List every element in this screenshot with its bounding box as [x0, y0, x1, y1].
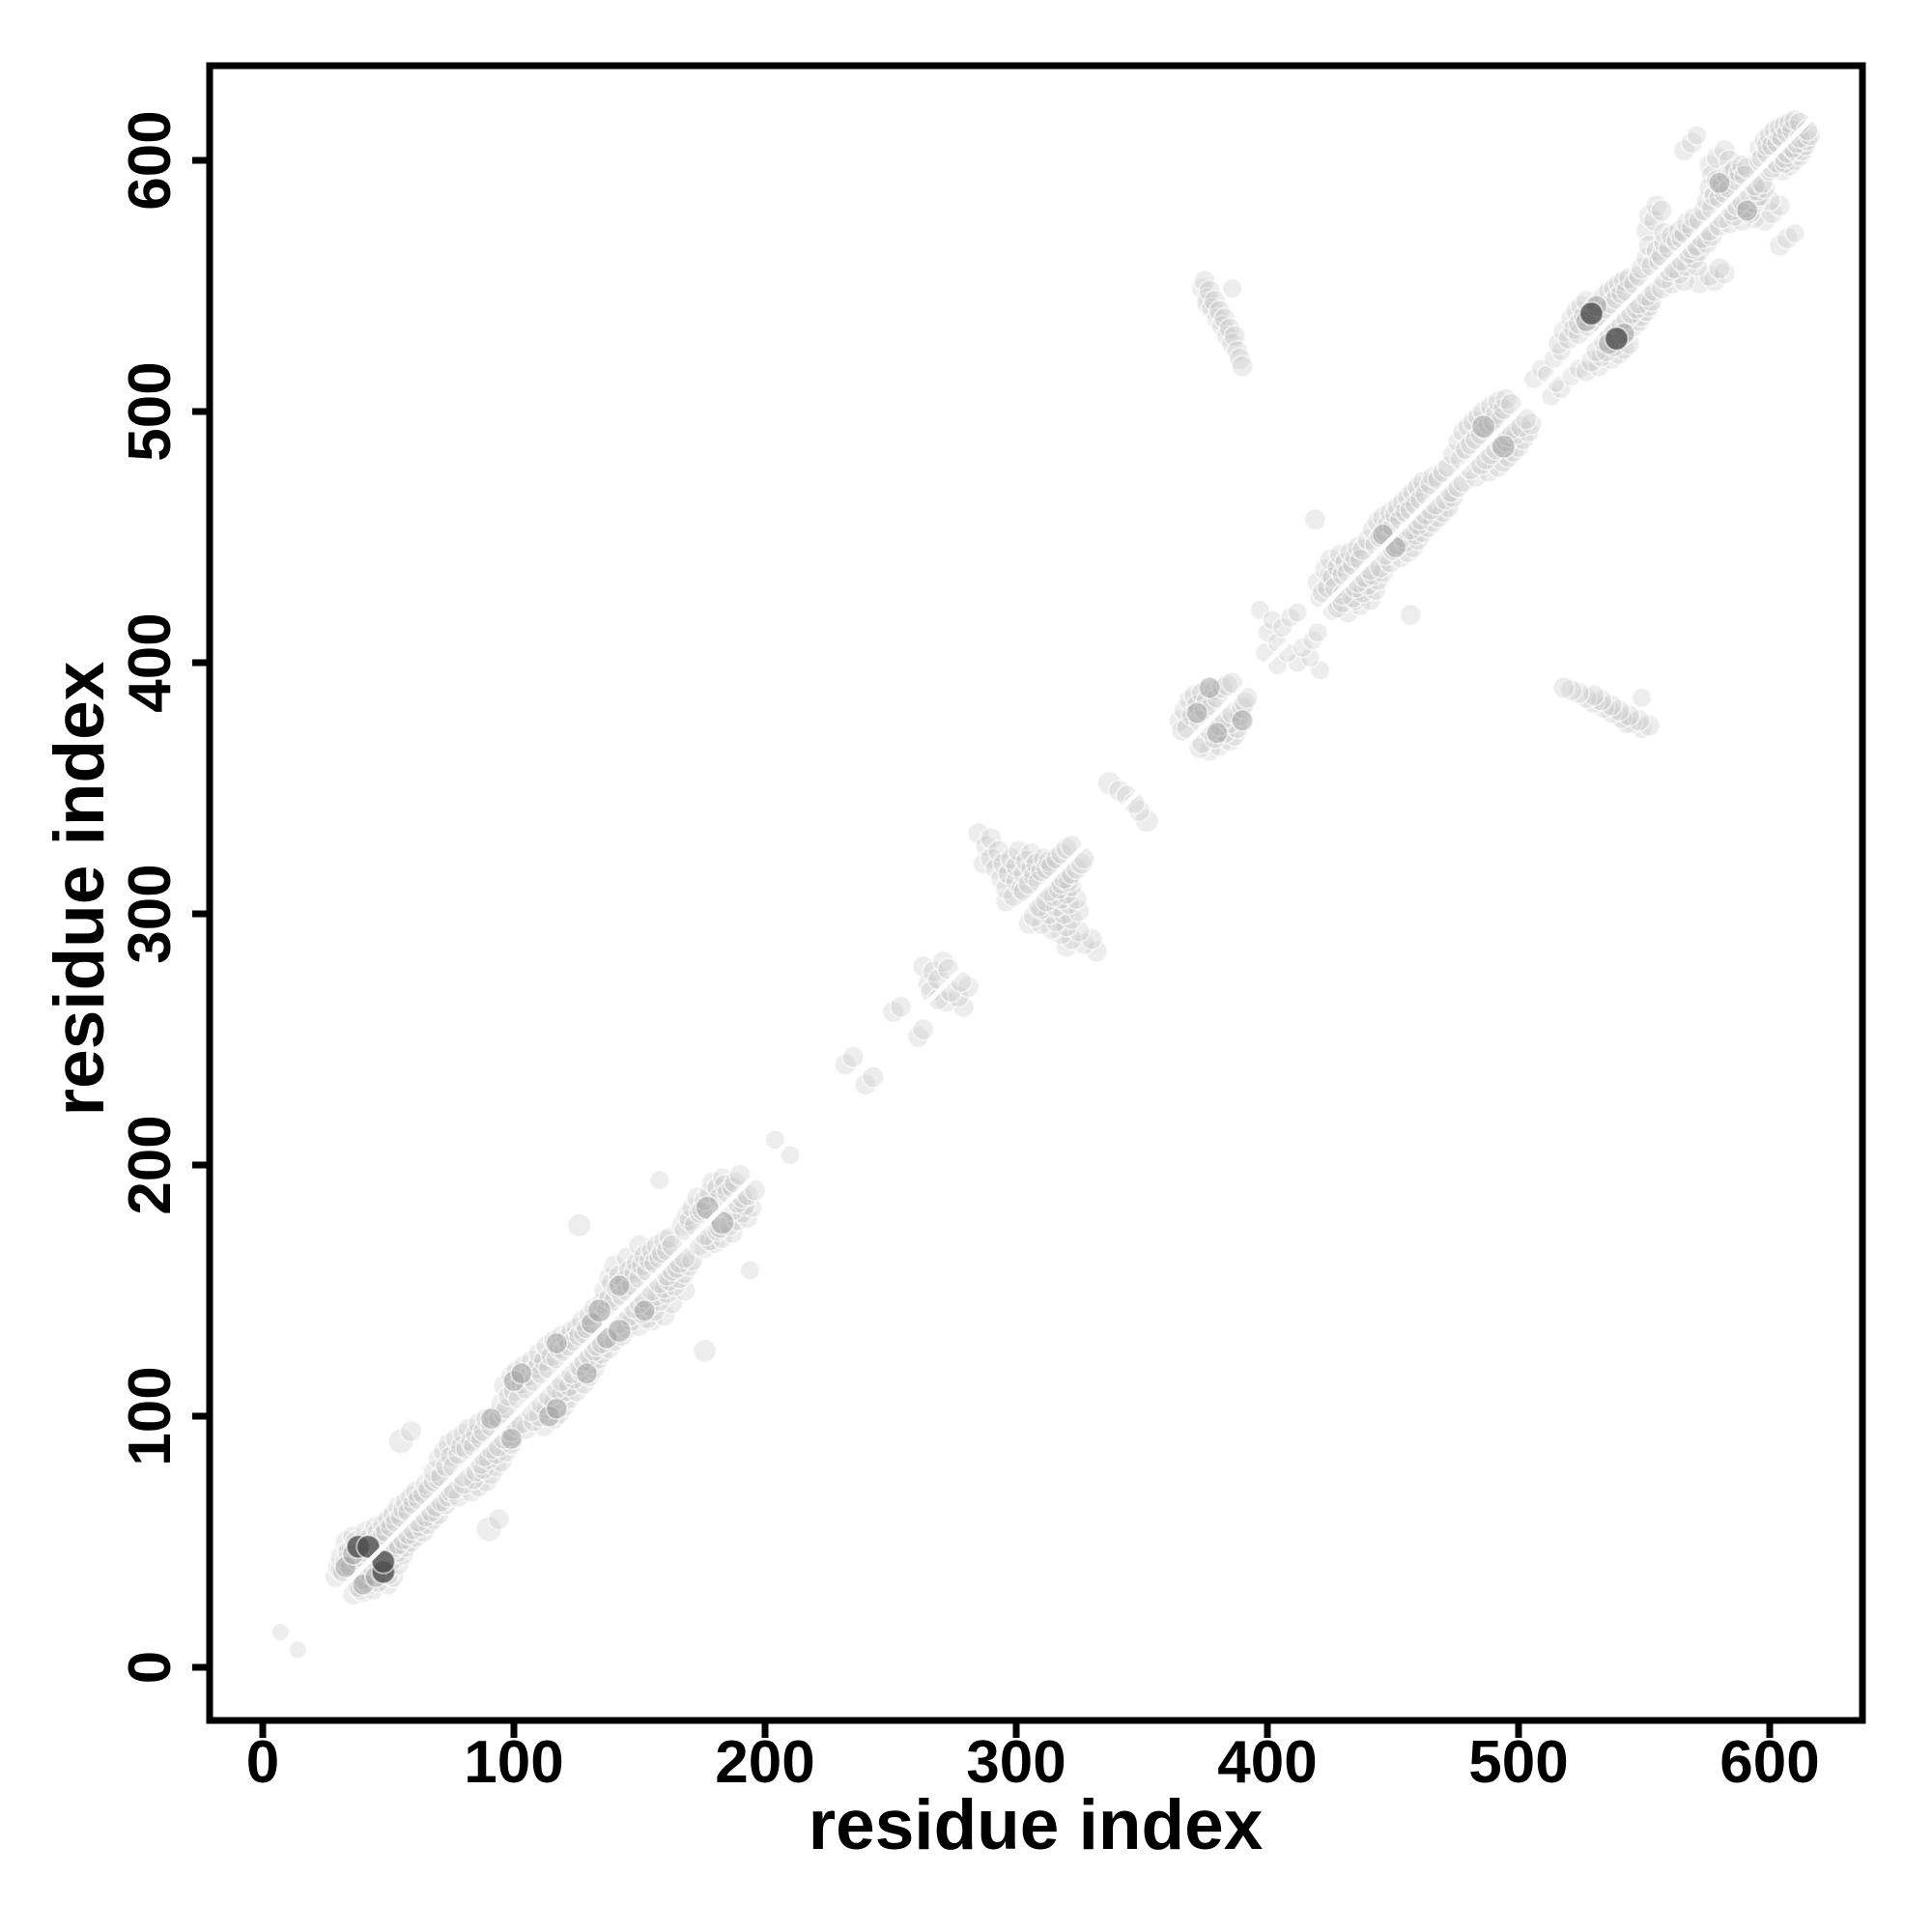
x-tick-label: 500: [1468, 1729, 1568, 1796]
contact-point: [1067, 920, 1091, 944]
contact-point: [1686, 125, 1708, 146]
contact-point: [911, 1017, 935, 1041]
contact-point: [967, 821, 990, 845]
contact-point: [608, 1273, 632, 1297]
contact-point: [709, 1209, 735, 1236]
contact-point: [370, 1548, 396, 1575]
contact-point: [780, 1144, 801, 1166]
contact-point: [399, 1419, 423, 1443]
contact-point: [739, 1260, 761, 1282]
contact-point: [1231, 355, 1254, 379]
y-axis-title: residue index: [41, 661, 119, 1116]
contact-point: [841, 1045, 865, 1069]
x-tick-label: 200: [715, 1729, 814, 1796]
contact-point: [1236, 686, 1260, 710]
contact-point: [1578, 300, 1605, 327]
contact-point: [1185, 701, 1209, 724]
x-tick-label: 0: [246, 1729, 279, 1796]
contact-point: [1551, 676, 1576, 699]
contact-point: [1735, 199, 1759, 222]
contact-point: [1399, 603, 1423, 627]
contact-point: [479, 1406, 503, 1431]
y-tick-label: 0: [117, 1651, 184, 1684]
x-axis-ticks: 0 100 200 300 400 500 600: [246, 1720, 1820, 1796]
contact-point: [1221, 277, 1243, 299]
contact-point: [861, 1065, 885, 1089]
contact-point: [1708, 171, 1731, 195]
contact-point: [728, 1163, 752, 1187]
contact-point: [1708, 256, 1731, 280]
contact-point: [695, 1195, 721, 1221]
contact-point: [1604, 326, 1630, 352]
contact-point: [648, 1169, 670, 1191]
contact-point: [889, 995, 913, 1019]
contact-point: [1470, 413, 1496, 440]
diagonal-gap-line: [210, 66, 1862, 1720]
contact-point: [980, 827, 1003, 850]
contact-point: [692, 1338, 718, 1364]
y-tick-label: 200: [117, 1115, 184, 1214]
y-tick-label: 100: [117, 1366, 184, 1465]
x-tick-label: 100: [464, 1729, 563, 1796]
contact-point: [1514, 407, 1538, 431]
contact-point: [633, 1298, 657, 1322]
contact-point: [607, 1318, 633, 1344]
contact-point: [743, 1179, 767, 1202]
contact-point: [1085, 940, 1109, 963]
plot-frame: [206, 62, 1866, 1724]
y-tick-label: 400: [117, 612, 184, 712]
x-tick-label: 600: [1719, 1729, 1819, 1796]
contact-point: [1080, 927, 1103, 951]
contact-point: [509, 1361, 533, 1385]
contact-point: [499, 1427, 524, 1451]
x-tick-label: 300: [966, 1729, 1065, 1796]
contact-point: [1631, 687, 1653, 709]
contact-point: [288, 1639, 308, 1660]
contact-point: [1231, 708, 1254, 732]
contact-point: [1303, 507, 1327, 531]
contact-point: [487, 1507, 511, 1531]
y-tick-label: 500: [117, 361, 184, 461]
contact-point: [270, 1622, 291, 1642]
data-points: [270, 108, 1822, 1660]
contact-point: [764, 1129, 786, 1151]
contact-point: [986, 839, 1010, 863]
contact-point: [1287, 602, 1309, 623]
contact-point: [1206, 721, 1229, 745]
contact-point: [545, 1397, 569, 1421]
y-tick-label: 600: [117, 110, 184, 210]
x-axis-title: residue index: [809, 1786, 1264, 1864]
x-tick-label: 400: [1217, 1729, 1317, 1796]
contact-point: [1307, 621, 1328, 643]
contact-point: [1220, 670, 1244, 695]
contact-point: [355, 1534, 382, 1560]
contact-point: [1436, 455, 1461, 479]
contact-point: [1650, 199, 1674, 222]
contact-point: [1784, 222, 1805, 244]
contact-point: [1499, 392, 1523, 416]
y-tick-label: 300: [117, 864, 184, 963]
contact-point: [1451, 469, 1475, 494]
contact-point: [1198, 676, 1222, 699]
y-axis-ticks: 0 100 200 300 400 500 600: [117, 110, 210, 1684]
contact-point: [575, 1361, 599, 1385]
contact-point: [566, 1212, 592, 1238]
contact-point: [1491, 434, 1517, 460]
contact-point: [586, 1297, 612, 1323]
contact-point: [545, 1331, 569, 1355]
